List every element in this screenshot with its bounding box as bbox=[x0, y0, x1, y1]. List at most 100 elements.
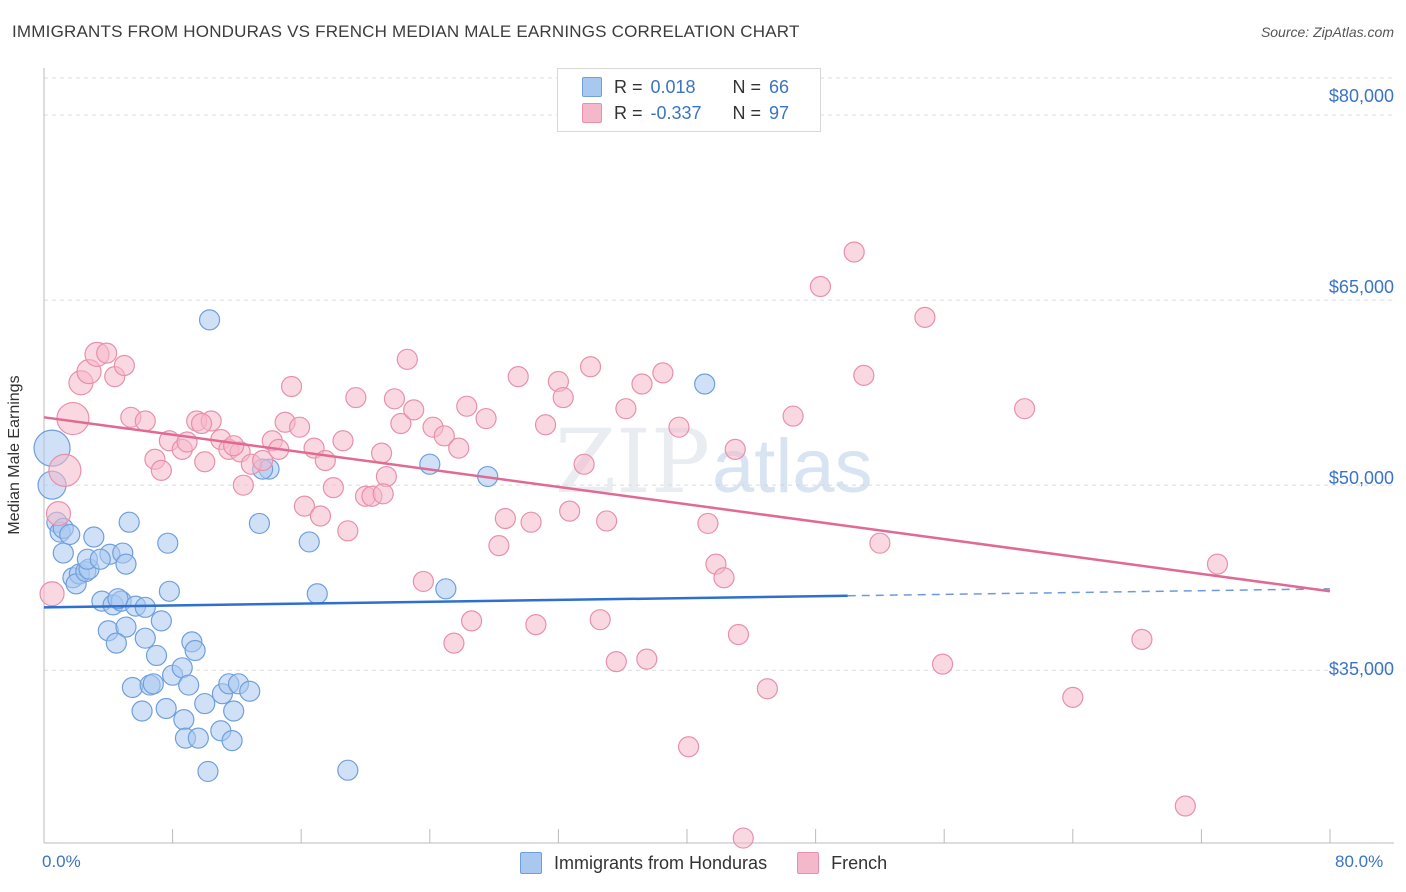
data-point bbox=[475, 407, 497, 430]
trend-line-french bbox=[43, 416, 1331, 593]
legend-n-value: 66 bbox=[769, 76, 790, 97]
data-point bbox=[525, 614, 547, 636]
data-point bbox=[59, 523, 81, 546]
data-point bbox=[105, 632, 127, 654]
data-point bbox=[194, 451, 216, 473]
legend-r-label: R = bbox=[614, 76, 643, 97]
data-point bbox=[448, 437, 470, 459]
legend-swatch-pink bbox=[582, 103, 602, 123]
data-point bbox=[390, 412, 412, 435]
data-point bbox=[370, 442, 393, 464]
series-legend: Immigrants from Honduras French bbox=[520, 852, 917, 874]
y-tick-label: $80,000 bbox=[1328, 86, 1394, 106]
data-point bbox=[782, 405, 804, 427]
data-point bbox=[724, 438, 746, 460]
data-point bbox=[579, 356, 602, 378]
x-tick-label: 0.0% bbox=[42, 852, 81, 871]
watermark: ZIP atlas bbox=[555, 410, 873, 513]
watermark-atlas: atlas bbox=[712, 424, 873, 509]
trend-line-honduras bbox=[43, 594, 848, 609]
x-tick-label: 80.0% bbox=[1335, 852, 1384, 871]
legend-n-value: 97 bbox=[769, 102, 790, 123]
data-point bbox=[239, 680, 261, 702]
data-point bbox=[456, 395, 478, 417]
legend-r-label: R = bbox=[614, 102, 643, 123]
data-point bbox=[694, 373, 716, 395]
data-point bbox=[39, 581, 65, 607]
legend-r-value: 0.018 bbox=[650, 76, 696, 97]
data-point bbox=[157, 532, 179, 554]
data-point bbox=[134, 627, 156, 649]
data-point bbox=[155, 697, 177, 720]
data-point bbox=[931, 653, 954, 675]
data-point bbox=[869, 532, 891, 554]
series-honduras-points bbox=[33, 309, 716, 783]
data-point bbox=[1131, 628, 1153, 651]
data-point bbox=[443, 632, 465, 654]
data-point bbox=[375, 465, 397, 488]
data-point bbox=[221, 729, 243, 752]
data-point bbox=[713, 567, 735, 589]
data-point bbox=[197, 760, 219, 783]
data-point bbox=[184, 639, 206, 662]
legend-r-value: -0.337 bbox=[650, 102, 702, 123]
data-point bbox=[615, 398, 637, 420]
data-point bbox=[843, 241, 865, 263]
legend-swatch-blue bbox=[520, 852, 542, 874]
data-point bbox=[337, 520, 359, 542]
data-point bbox=[809, 275, 832, 298]
data-point bbox=[488, 535, 510, 557]
data-point bbox=[573, 453, 595, 475]
data-point bbox=[83, 526, 105, 548]
data-point bbox=[288, 416, 311, 438]
y-tick-label: $65,000 bbox=[1328, 277, 1394, 297]
data-point bbox=[45, 500, 72, 527]
legend-item-honduras[interactable]: Immigrants from Honduras bbox=[520, 852, 767, 874]
data-point bbox=[1206, 553, 1229, 575]
data-point bbox=[298, 531, 320, 553]
data-point bbox=[115, 616, 137, 638]
data-point bbox=[173, 709, 195, 731]
data-point bbox=[150, 610, 172, 632]
data-point bbox=[48, 453, 82, 487]
data-point bbox=[113, 354, 135, 377]
source-label: Source: ZipAtlas.com bbox=[1260, 24, 1394, 40]
data-point bbox=[552, 386, 574, 409]
data-point bbox=[756, 678, 778, 700]
data-point bbox=[118, 511, 140, 533]
data-point bbox=[435, 578, 457, 600]
data-point bbox=[232, 474, 254, 496]
data-point bbox=[494, 507, 516, 530]
data-point bbox=[306, 583, 328, 605]
data-point bbox=[115, 553, 137, 575]
legend-swatch-pink bbox=[797, 852, 820, 874]
data-point bbox=[89, 548, 111, 570]
data-point bbox=[252, 449, 274, 472]
data-point bbox=[605, 651, 627, 673]
data-point bbox=[178, 674, 200, 696]
data-point bbox=[332, 430, 354, 452]
data-point bbox=[280, 375, 303, 398]
data-point bbox=[403, 399, 425, 421]
data-point bbox=[322, 477, 344, 499]
data-point bbox=[589, 609, 611, 631]
data-point bbox=[732, 827, 754, 849]
data-point bbox=[396, 348, 418, 370]
data-point bbox=[727, 623, 750, 646]
data-point bbox=[107, 588, 129, 610]
data-point bbox=[345, 386, 367, 409]
data-point bbox=[636, 648, 658, 670]
data-point bbox=[372, 483, 394, 505]
data-point bbox=[678, 736, 700, 758]
data-point bbox=[1013, 398, 1036, 420]
data-point bbox=[412, 570, 434, 593]
correlation-legend: R = 0.018 N = 66 R = -0.337 N = 97 bbox=[557, 68, 821, 132]
data-point bbox=[652, 362, 674, 384]
data-point bbox=[914, 306, 936, 328]
data-point bbox=[293, 495, 316, 517]
y-tick-label: $35,000 bbox=[1328, 659, 1394, 679]
chart-title: IMMIGRANTS FROM HONDURAS VS FRENCH MEDIA… bbox=[12, 22, 800, 41]
legend-item-french[interactable]: French bbox=[797, 852, 887, 874]
data-point bbox=[190, 412, 213, 435]
